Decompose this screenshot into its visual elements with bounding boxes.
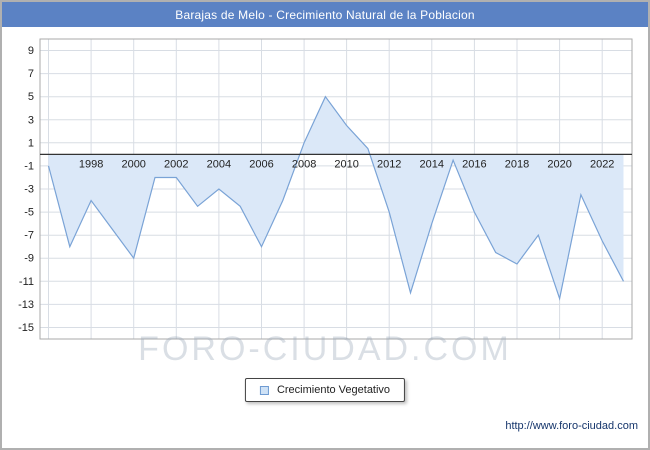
svg-text:7: 7	[28, 68, 34, 80]
legend-swatch	[259, 385, 269, 395]
page-title: Barajas de Melo - Crecimiento Natural de…	[175, 7, 475, 22]
svg-text:2004: 2004	[207, 158, 231, 170]
svg-text:2020: 2020	[547, 158, 571, 170]
svg-text:5: 5	[28, 91, 34, 103]
svg-text:2022: 2022	[590, 158, 614, 170]
svg-text:-13: -13	[18, 299, 34, 311]
svg-text:2012: 2012	[377, 158, 401, 170]
svg-text:-15: -15	[18, 322, 34, 334]
svg-text:1998: 1998	[79, 158, 103, 170]
svg-text:-3: -3	[24, 184, 34, 196]
svg-text:2000: 2000	[121, 158, 145, 170]
svg-text:2010: 2010	[334, 158, 358, 170]
svg-text:-7: -7	[24, 230, 34, 242]
svg-text:2006: 2006	[249, 158, 273, 170]
svg-text:2008: 2008	[292, 158, 316, 170]
svg-text:2014: 2014	[420, 158, 444, 170]
svg-text:2002: 2002	[164, 158, 188, 170]
svg-text:-1: -1	[24, 160, 34, 172]
svg-text:3: 3	[28, 114, 34, 126]
area-chart-svg: 9 7 5 3 1 -1 -3 -5 -7 -9 -11 -13 -15 1998 2000 2002 2004…	[18, 38, 633, 340]
svg-text:2016: 2016	[462, 158, 486, 170]
svg-text:-9: -9	[24, 253, 34, 265]
svg-text:-5: -5	[24, 207, 34, 219]
svg-text:2018: 2018	[505, 158, 529, 170]
svg-text:1: 1	[28, 137, 34, 149]
legend[interactable]: Crecimiento Vegetativo	[244, 378, 406, 402]
legend-label: Crecimiento Vegetativo	[276, 384, 391, 396]
chart-title-bar: Barajas de Melo - Crecimiento Natural de…	[2, 2, 648, 27]
svg-text:9: 9	[28, 45, 34, 57]
svg-text:-11: -11	[19, 276, 34, 288]
footer-link[interactable]: http://www.foro-ciudad.com	[505, 420, 638, 432]
